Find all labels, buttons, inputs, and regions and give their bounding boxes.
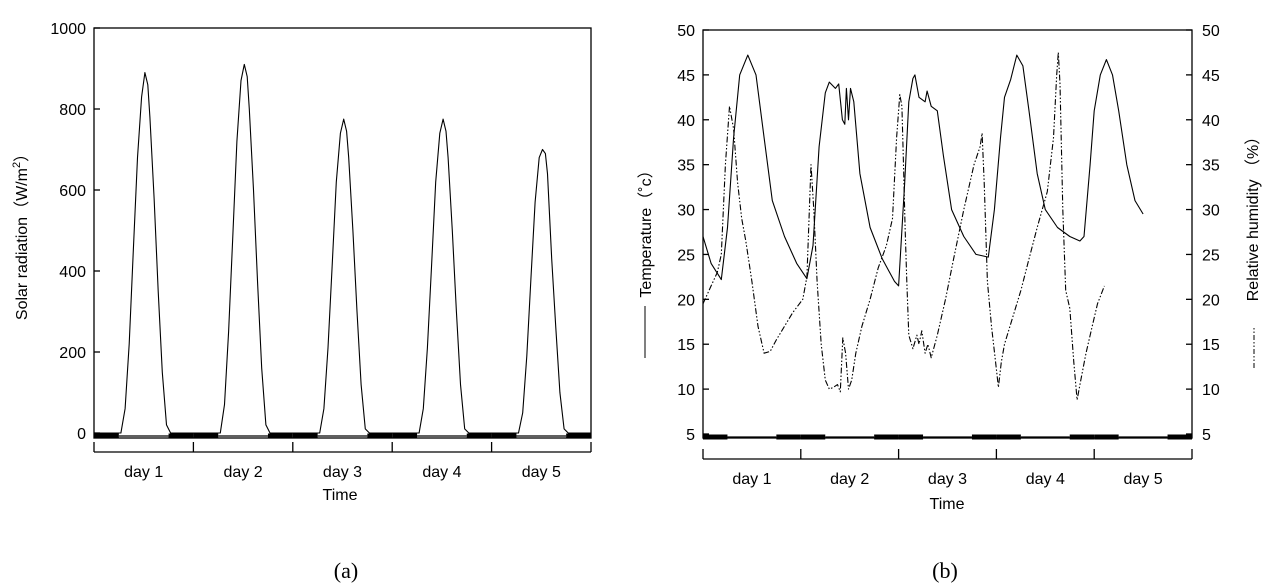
- x-axis-b: day 1 day 2 day 3 day 4 day 5: [702, 434, 1193, 488]
- x-category-label: day 2: [830, 471, 869, 488]
- y-axis-ticks-a: 0 200 400 600 800 1000: [50, 21, 100, 443]
- plot-frame-a: [93, 27, 592, 439]
- x-category-label: day 1: [732, 471, 771, 488]
- y-right-tick-label: 10: [1202, 382, 1220, 399]
- y-tick-label: 30: [677, 203, 695, 220]
- series-lines-a: [94, 63, 591, 434]
- humidity-series-line: [702, 51, 1105, 401]
- y-right-tick-label: 35: [1202, 158, 1220, 175]
- x-axis-title-a: Time: [323, 487, 358, 504]
- x-category-label: day 4: [1026, 471, 1065, 488]
- y-tick-label: 400: [59, 264, 86, 281]
- x-category-label: day 5: [522, 464, 561, 481]
- x-category-label: day 5: [1124, 471, 1163, 488]
- y-tick-label: 50: [677, 23, 695, 40]
- y-tick-label: 1000: [50, 21, 86, 38]
- y-right-tick-label: 20: [1202, 292, 1220, 309]
- y-right-tick-label: 15: [1202, 337, 1220, 354]
- x-axis-a: day 1 day 2 day 3 day 4 day 5: [93, 433, 592, 481]
- x-category-label: day 3: [928, 471, 967, 488]
- y-axis-title-a: Solar radiation（W/m2）: [11, 146, 31, 320]
- caption-b: (b): [932, 558, 958, 583]
- x-category-label: day 4: [422, 464, 461, 481]
- y-axis-title-right-b: Relative humidity （%）: [1244, 129, 1262, 368]
- y-tick-label: 800: [59, 102, 86, 119]
- series-lines-b: [702, 51, 1144, 401]
- y-tick-label: 25: [677, 247, 695, 264]
- y-right-tick-label: 30: [1202, 203, 1220, 220]
- y-tick-label: 15: [677, 337, 695, 354]
- x-axis-title-b: Time: [930, 496, 965, 513]
- y-tick-label: 10: [677, 382, 695, 399]
- plot-frame-b: [702, 29, 1193, 439]
- y-right-tick-label: 25: [1202, 247, 1220, 264]
- x-category-label: day 1: [124, 464, 163, 481]
- y-tick-label: 40: [677, 113, 695, 130]
- y-right-tick-label: 45: [1202, 68, 1220, 85]
- y-axis-title-humidity: Relative humidity （%）: [1244, 129, 1262, 302]
- y-tick-label: 5: [686, 427, 695, 444]
- y-axis-title-temperature: Temperature（˚c）: [637, 162, 655, 297]
- panel-b-temperature-humidity: 5 5 10 10 15 15 20 20 25 25 30 30 35 35 40 40 45 45 50 50 d…: [637, 23, 1262, 583]
- y-right-tick-label: 50: [1202, 23, 1220, 40]
- y-axis-ticks-b: 5 5 10 10 15 15 20 20 25 25 30 30 35 35 40 40 45 45 50 50: [677, 23, 1220, 444]
- y-right-tick-label: 40: [1202, 113, 1220, 130]
- solar-radiation-series-line: [94, 63, 591, 434]
- y-tick-label: 35: [677, 158, 695, 175]
- y-right-tick-label: 5: [1202, 427, 1211, 444]
- y-tick-label: 20: [677, 292, 695, 309]
- y-tick-label: 200: [59, 345, 86, 362]
- temperature-series-line: [702, 54, 1144, 287]
- caption-a: (a): [334, 558, 358, 583]
- y-tick-label: 0: [77, 426, 86, 443]
- y-axis-title-left-b: Temperature（˚c）: [637, 162, 655, 358]
- y-tick-label: 600: [59, 183, 86, 200]
- x-category-label: day 3: [323, 464, 362, 481]
- x-category-label: day 2: [224, 464, 263, 481]
- y-tick-label: 45: [677, 68, 695, 85]
